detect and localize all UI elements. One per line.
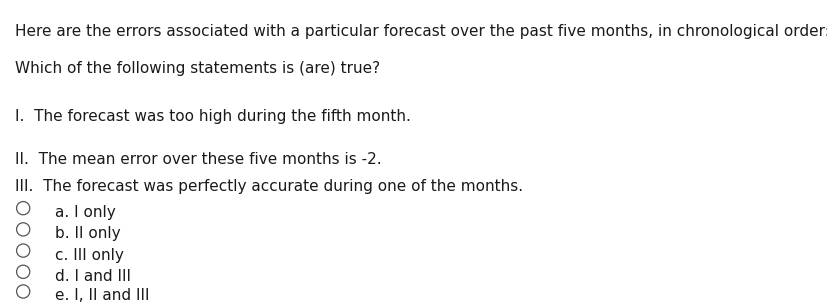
Text: III.  The forecast was perfectly accurate during one of the months.: III. The forecast was perfectly accurate… [15, 179, 523, 194]
Text: d. I and III: d. I and III [55, 269, 131, 284]
Text: c. III only: c. III only [55, 248, 123, 263]
Text: Here are the errors associated with a particular forecast over the past five mon: Here are the errors associated with a pa… [15, 24, 827, 39]
Text: I.  The forecast was too high during the fifth month.: I. The forecast was too high during the … [15, 109, 410, 124]
Text: II.  The mean error over these five months is -2.: II. The mean error over these five month… [15, 152, 381, 167]
Text: Which of the following statements is (are) true?: Which of the following statements is (ar… [15, 61, 380, 76]
Text: e. I, II and III: e. I, II and III [55, 288, 149, 303]
Text: b. II only: b. II only [55, 226, 120, 241]
Text: a. I only: a. I only [55, 205, 115, 220]
